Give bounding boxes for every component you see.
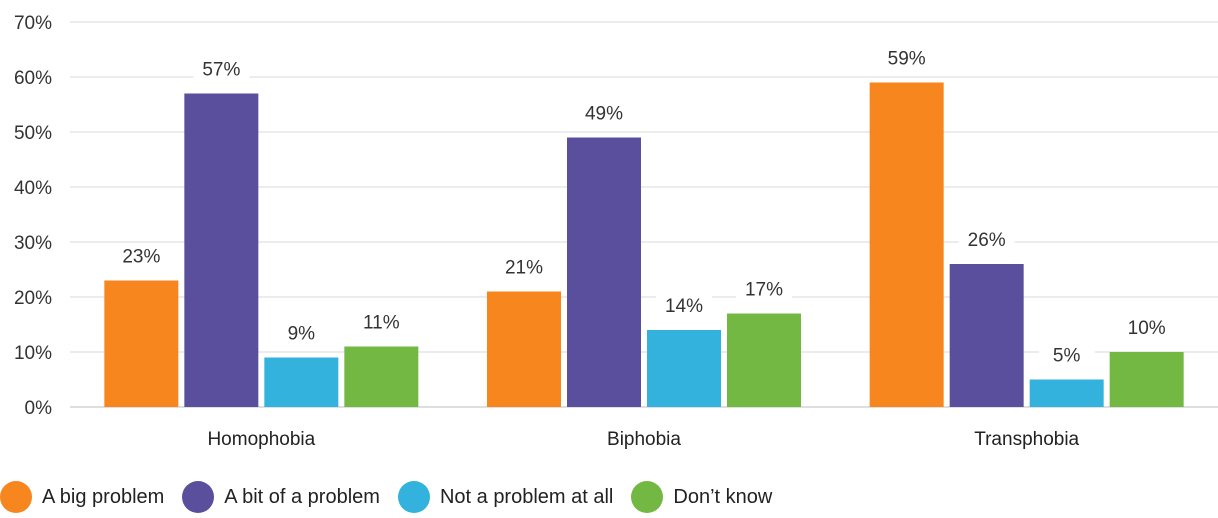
category-label-transphobia: Transphobia bbox=[974, 429, 1079, 450]
legend-label-2: Not a problem at all bbox=[439, 485, 614, 508]
legend-item-3: Don’t know bbox=[631, 481, 772, 513]
data-label-3-0: 11% bbox=[363, 313, 400, 334]
data-label-bg-3-1 bbox=[736, 279, 792, 302]
legend-item-2: Not a problem at all bbox=[397, 481, 614, 513]
data-label-bg-3-2 bbox=[1118, 318, 1175, 340]
legend-swatch-2 bbox=[397, 481, 430, 513]
data-label-bg-2-2 bbox=[1038, 345, 1095, 368]
data-label-bg-0-1 bbox=[496, 257, 552, 280]
data-label-bg-0-2 bbox=[878, 48, 935, 71]
legend-item-0: A big problem bbox=[0, 481, 164, 513]
category-label-homophobia: Homophobia bbox=[207, 429, 315, 450]
data-label-bg-0-0 bbox=[113, 246, 170, 269]
data-label-bg-1-1 bbox=[576, 103, 632, 126]
data-label-2-0: 9% bbox=[288, 324, 316, 345]
data-label-0-2: 59% bbox=[888, 49, 926, 70]
bar-2-1 bbox=[647, 330, 721, 407]
y-tick-label-0: 0% bbox=[25, 398, 53, 419]
data-label-0-1: 21% bbox=[505, 258, 543, 279]
y-tick-label-5: 50% bbox=[14, 123, 52, 144]
data-label-3-1: 17% bbox=[745, 280, 783, 301]
y-tick-label-7: 70% bbox=[14, 13, 52, 34]
data-label-bg-3-0 bbox=[353, 312, 410, 335]
data-label-bg-1-0 bbox=[193, 59, 250, 82]
data-label-bg-2-1 bbox=[656, 296, 712, 318]
y-tick-label-3: 30% bbox=[14, 233, 52, 254]
bar-1-1 bbox=[567, 137, 641, 407]
data-label-1-0: 57% bbox=[202, 60, 240, 81]
y-tick-label-4: 40% bbox=[14, 178, 52, 199]
bar-1-2 bbox=[949, 264, 1024, 407]
bar-0-1 bbox=[487, 291, 561, 407]
chart-legend: A big problem A bit of a problem Not a pro… bbox=[0, 481, 790, 513]
bar-3-2 bbox=[1109, 352, 1184, 407]
legend-swatch-0 bbox=[0, 481, 32, 513]
y-tick-label-1: 10% bbox=[14, 343, 52, 364]
bar-3-1 bbox=[727, 313, 801, 407]
data-label-2-2: 5% bbox=[1053, 346, 1081, 367]
legend-swatch-3 bbox=[631, 481, 664, 513]
data-label-1-1: 49% bbox=[585, 104, 623, 125]
y-tick-label-2: 20% bbox=[14, 288, 52, 309]
bar-2-0 bbox=[264, 357, 339, 407]
legend-label-3: Don’t know bbox=[673, 485, 773, 508]
bar-0-0 bbox=[104, 280, 179, 407]
legend-item-1: A bit of a problem bbox=[182, 481, 380, 513]
legend-label-0: A big problem bbox=[42, 485, 165, 508]
bar-3-0 bbox=[344, 346, 419, 407]
bar-chart: 0% 10% 20% 30% 40% 50% 60% 70% Homophobia 23% 57% 9… bbox=[14, 13, 1218, 450]
data-label-3-2: 10% bbox=[1128, 318, 1166, 339]
data-label-2-1: 14% bbox=[665, 296, 703, 317]
legend-label-1: A bit of a problem bbox=[224, 485, 380, 508]
bar-2-2 bbox=[1029, 379, 1104, 407]
data-label-bg-1-2 bbox=[958, 230, 1015, 252]
y-tick-label-6: 60% bbox=[14, 68, 52, 89]
legend-swatch-1 bbox=[182, 481, 215, 513]
data-label-1-2: 26% bbox=[968, 230, 1006, 251]
bar-0-2 bbox=[869, 82, 944, 407]
bar-1-0 bbox=[184, 93, 259, 407]
category-label-biphobia: Biphobia bbox=[607, 429, 681, 450]
data-label-0-0: 23% bbox=[122, 247, 160, 268]
data-label-bg-2-0 bbox=[273, 323, 330, 346]
